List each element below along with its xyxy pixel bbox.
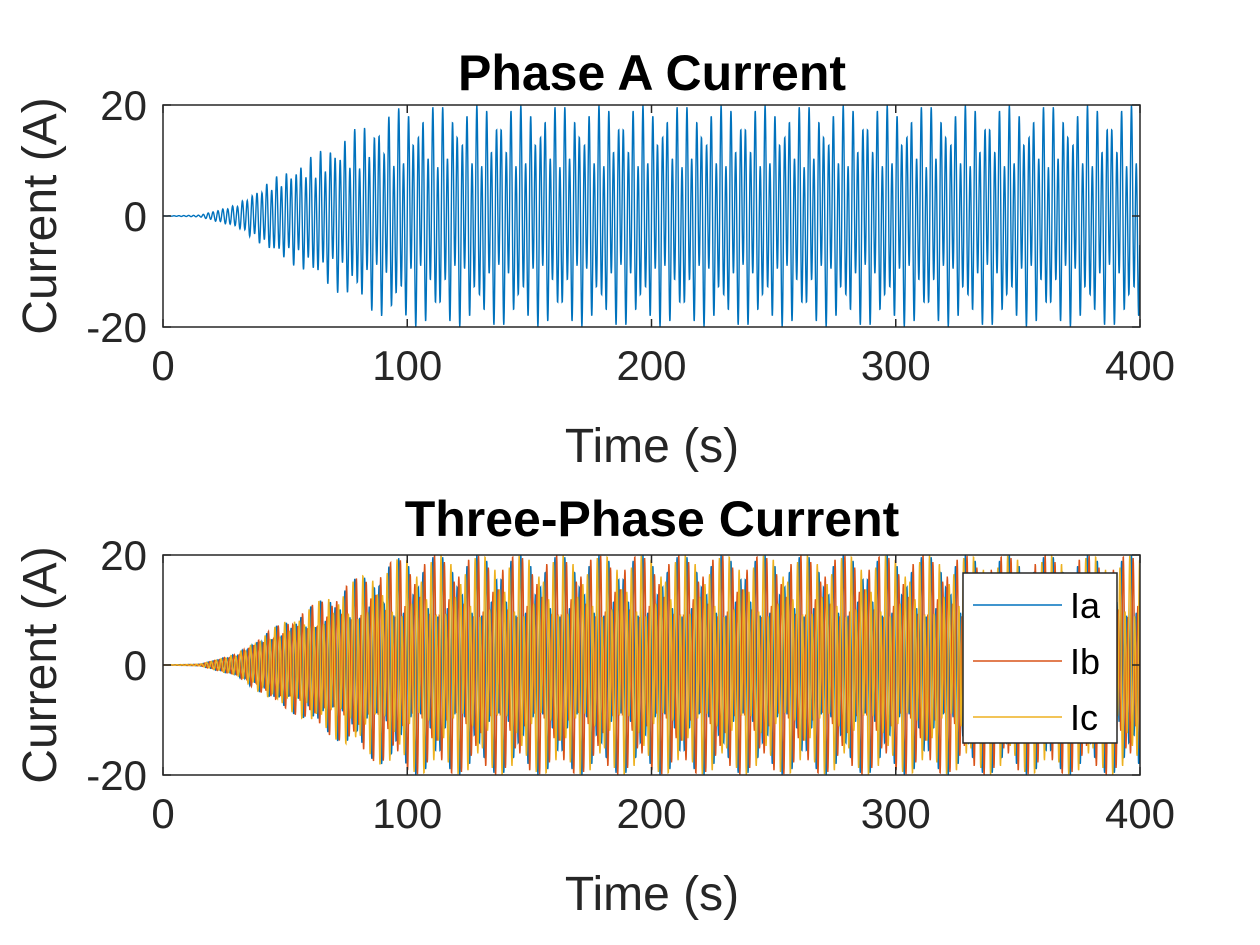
x-tick-label: 200 <box>616 790 686 837</box>
legend-label: Ia <box>1070 585 1101 626</box>
legend-label: Ic <box>1070 697 1098 738</box>
y-tick-label: 20 <box>100 532 147 579</box>
chart-title: Three-Phase Current <box>405 491 900 547</box>
x-tick-label: 300 <box>861 342 931 389</box>
y-tick-label: -20 <box>86 304 147 351</box>
x-tick-labels: 0 100 200 300 400 <box>151 555 1175 837</box>
series-line-ib <box>162 555 1141 775</box>
legend: Ia Ib Ic <box>962 572 1118 744</box>
x-tick-label: 400 <box>1105 790 1175 837</box>
y-tick-labels: -20 0 20 <box>86 82 1140 351</box>
x-tick-label: 100 <box>372 790 442 837</box>
plot-area <box>163 105 1141 327</box>
y-tick-label: 20 <box>100 82 147 129</box>
x-axis-label: Time (s) <box>565 868 739 921</box>
chart-title: Phase A Current <box>458 45 846 101</box>
legend-label: Ib <box>1070 641 1100 682</box>
y-tick-label: 0 <box>124 193 147 240</box>
x-tick-label: 0 <box>151 790 174 837</box>
x-tick-label: 100 <box>372 342 442 389</box>
legend-box <box>962 572 1118 744</box>
y-tick-label: -20 <box>86 752 147 799</box>
chart-three-phase: Three-Phase Current 0 100 200 300 400 -20020… <box>14 491 1175 921</box>
y-tick-label: 0 <box>124 642 147 689</box>
x-tick-label: 0 <box>151 342 174 389</box>
x-tick-label: 200 <box>616 342 686 389</box>
x-tick-labels: 0 100 200 300 400 <box>151 105 1175 389</box>
series-line <box>163 105 1141 327</box>
x-axis-label: Time (s) <box>565 420 739 473</box>
y-axis-label: Current (A) <box>14 546 67 783</box>
x-tick-label: 300 <box>861 790 931 837</box>
y-axis-label: Current (A) <box>14 97 67 334</box>
y-tick-labels: -20 0 20 <box>86 532 1140 799</box>
x-tick-label: 400 <box>1105 342 1175 389</box>
